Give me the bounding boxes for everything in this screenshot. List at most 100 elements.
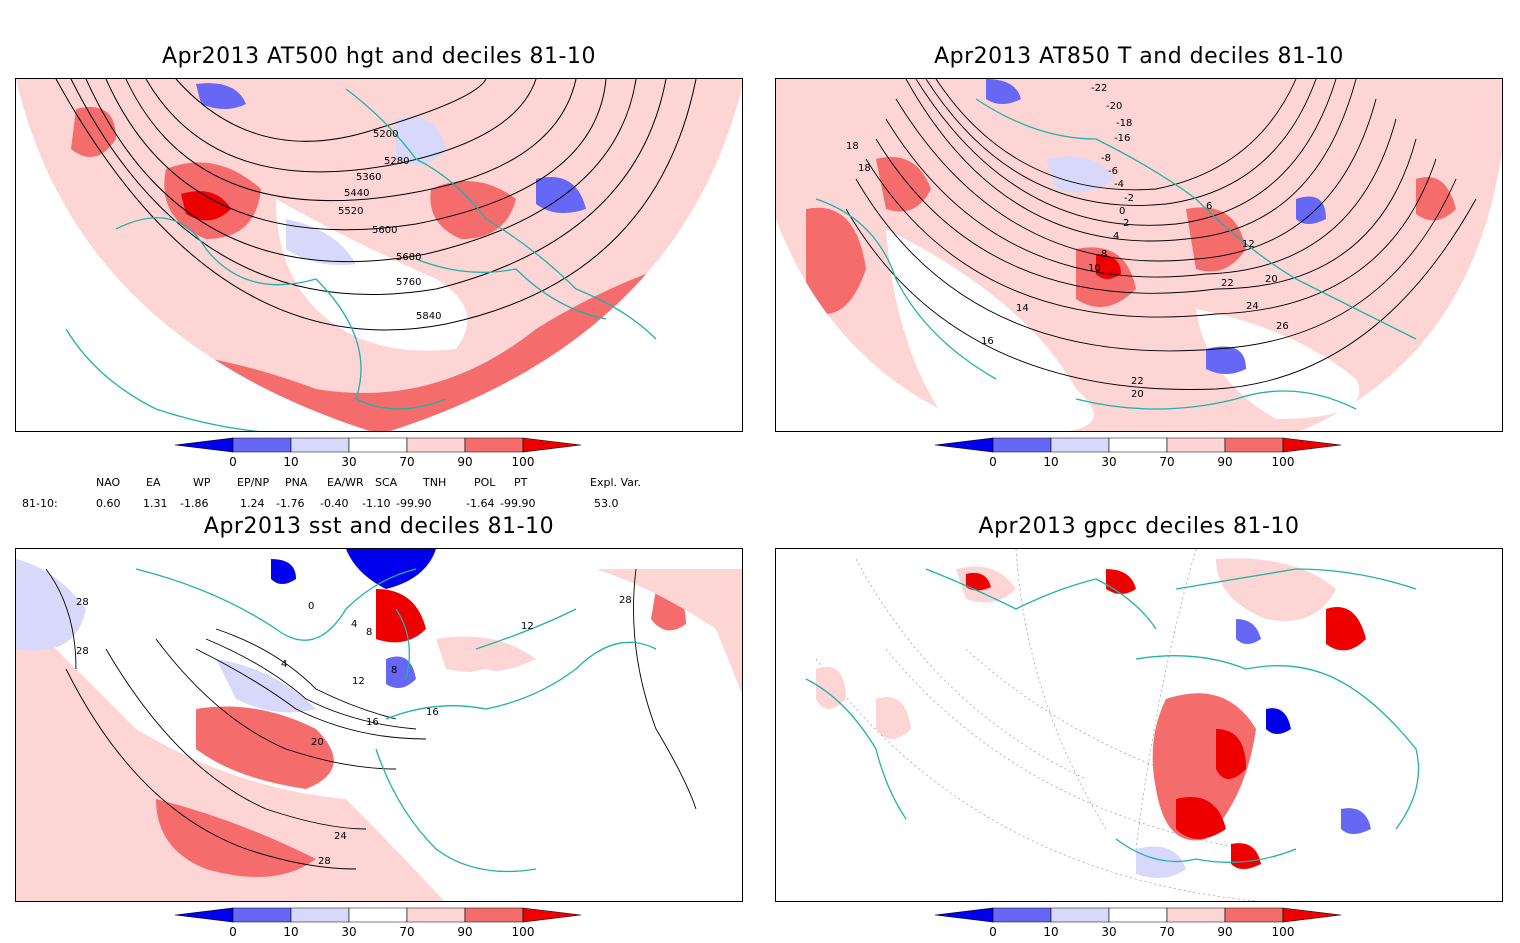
index-header: TNH	[423, 476, 447, 489]
positive-anomaly	[196, 706, 334, 789]
strong-negative	[1266, 708, 1291, 734]
contour-labels: -22 -20 -18 -16 -8 -6 -4 -2 0 2 4 6 8 10…	[846, 83, 1289, 400]
colorbar-segment-0	[934, 907, 994, 923]
svg-text:-20: -20	[1106, 101, 1122, 112]
svg-text:-22: -22	[1091, 83, 1107, 94]
strong-negative	[346, 549, 436, 589]
svg-text:2: 2	[1123, 218, 1129, 229]
negative-anomaly	[1296, 196, 1326, 224]
index-header: EA	[146, 476, 161, 489]
positive-anomaly	[71, 107, 116, 157]
colorbar-segment-4	[1166, 907, 1226, 923]
svg-text:5200: 5200	[373, 129, 398, 140]
panel-title-3: Apr2013 sst and deciles 81-10	[203, 514, 555, 539]
svg-text:-16: -16	[1114, 133, 1130, 144]
colorbar-segment-3	[1108, 907, 1168, 923]
land-mask	[376, 669, 651, 901]
colorbar-swatches	[934, 907, 1342, 923]
colorbar-segment-3	[348, 907, 408, 923]
map-panel-at850: -22 -20 -18 -16 -8 -6 -4 -2 0 2 4 6 8 10…	[775, 78, 1503, 432]
colorbar-4: 0 10 30 70 90 100	[930, 907, 1360, 943]
svg-text:5600: 5600	[372, 225, 397, 236]
map-sst: 28 28 0 4 8 8 4 12 16 16 20 24 28 12 28	[16, 549, 742, 901]
neutral-area	[886, 229, 1094, 431]
negative-anomaly	[16, 559, 86, 651]
colorbar-segment-6	[522, 907, 582, 923]
colorbar-labels: 0 10 30 70 90 100	[989, 925, 1295, 939]
index-value: -1.10	[362, 497, 391, 510]
colorbar-segment-0	[174, 907, 234, 923]
colorbar-segment-5	[1224, 437, 1284, 453]
positive-anomaly	[876, 697, 911, 739]
svg-text:6: 6	[1206, 201, 1212, 212]
svg-text:-18: -18	[1116, 118, 1132, 129]
svg-text:5360: 5360	[356, 172, 381, 183]
positive-anomaly	[1416, 177, 1456, 221]
colorbar-segment-4	[1166, 437, 1226, 453]
colorbar-segment-1	[992, 437, 1052, 453]
svg-text:26: 26	[1276, 321, 1289, 332]
index-header: SCA	[375, 476, 398, 489]
svg-text:5280: 5280	[384, 156, 409, 167]
map-at850: -22 -20 -18 -16 -8 -6 -4 -2 0 2 4 6 8 10…	[776, 79, 1502, 431]
strong-negative	[271, 559, 296, 584]
index-value: 1.31	[143, 497, 168, 510]
negative-anomaly	[396, 117, 446, 165]
colorbar-segment-6	[1282, 437, 1342, 453]
svg-text:22: 22	[1221, 278, 1234, 289]
svg-text:-4: -4	[1114, 179, 1124, 190]
svg-text:4: 4	[281, 659, 287, 670]
outside-hemisphere	[16, 79, 742, 431]
index-header: WP	[193, 476, 211, 489]
svg-text:0: 0	[1119, 206, 1125, 217]
svg-text:28: 28	[619, 595, 632, 606]
index-header: PT	[514, 476, 528, 489]
index-header: NAO	[96, 476, 121, 489]
index-header: PNA	[285, 476, 308, 489]
svg-text:20: 20	[311, 737, 324, 748]
colorbar-swatches	[174, 907, 582, 923]
outside-hemisphere	[776, 152, 1502, 431]
index-value: 0.60	[96, 497, 121, 510]
svg-text:-8: -8	[1101, 153, 1111, 164]
map-gpcc	[776, 549, 1502, 901]
index-value: 1.24	[240, 497, 265, 510]
negative-anomaly	[286, 219, 356, 265]
temperature-contours	[845, 79, 1477, 390]
svg-text:8: 8	[1101, 249, 1107, 260]
height-contours	[55, 79, 697, 331]
svg-text:5680: 5680	[396, 252, 421, 263]
negative-anomaly	[1046, 156, 1116, 193]
colorbar-segment-2	[290, 437, 350, 453]
panel-title-1: Apr2013 AT500 hgt and deciles 81-10	[162, 44, 596, 69]
svg-text:20: 20	[1131, 389, 1144, 400]
svg-text:5520: 5520	[338, 206, 363, 217]
colorbar-segment-3	[348, 437, 408, 453]
positive-anomaly	[876, 157, 931, 212]
colorbar-3: 0 10 30 70 90 100	[170, 907, 600, 943]
negative-anomaly	[196, 83, 246, 109]
index-header: POL	[474, 476, 496, 489]
colorbar-segment-0	[174, 437, 234, 453]
svg-text:-2: -2	[1124, 193, 1134, 204]
strong-positive	[1216, 729, 1246, 779]
svg-text:28: 28	[318, 856, 331, 867]
negative-anomaly	[986, 79, 1021, 104]
coastlines	[135, 568, 657, 873]
colorbar-segment-4	[406, 437, 466, 453]
colorbar-labels: 0 10 30 70 90 100	[229, 925, 535, 939]
panel-title-2: Apr2013 AT850 T and deciles 81-10	[934, 44, 1344, 69]
colorbar-segment-6	[1282, 907, 1342, 923]
map-at500: 5200 5280 5360 5440 5520 5600 5680 5760 …	[16, 79, 742, 431]
map-panel-sst: 28 28 0 4 8 8 4 12 16 16 20 24 28 12 28	[15, 548, 743, 902]
svg-text:24: 24	[334, 831, 347, 842]
coastlines	[805, 568, 1420, 863]
colorbar-segment-5	[464, 437, 524, 453]
colorbar-segment-6	[522, 437, 582, 453]
index-header: EA/WR	[327, 476, 364, 489]
svg-text:12: 12	[352, 676, 365, 687]
colorbar-segment-3	[1108, 437, 1168, 453]
map-panel-gpcc	[775, 548, 1503, 902]
graticule	[815, 549, 1259, 901]
positive-anomaly	[1186, 207, 1246, 272]
